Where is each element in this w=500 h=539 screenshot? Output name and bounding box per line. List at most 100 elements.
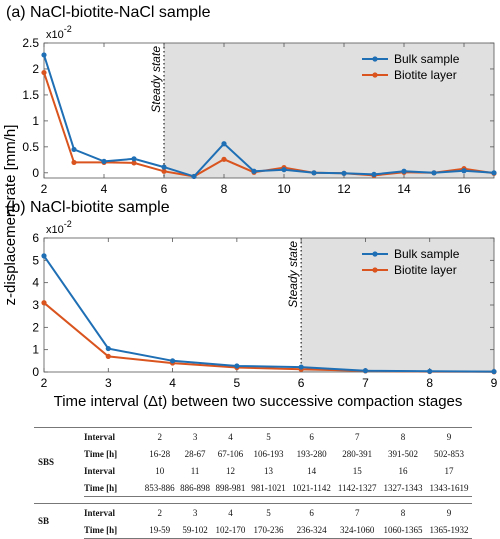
table-row: SB Interval 2 3 4 5 6 7 8 9 [34,503,472,539]
interval-cell: 7 [334,503,380,521]
data-point-bulk-sample [298,364,304,370]
x-tick-label: 16 [457,182,471,196]
data-point-bulk-sample [191,173,197,180]
time-cell: 16-28 [149,448,171,459]
data-point-biotite-layer [41,69,47,76]
table-spacer [34,497,472,504]
data-point-bulk-sample [234,363,240,369]
series-line-bulk-sample [43,54,495,178]
data-point-bulk-sample [281,167,287,173]
data-point-bulk-sample [491,368,497,375]
y-tick-label: 2 [32,320,39,334]
axis-multiplier: x10-2 [46,24,72,41]
interval-cell: 6 [288,427,335,445]
interval-cell: 13 [263,465,273,476]
x-tick-label: 3 [105,376,112,390]
time-cell: 280-391 [342,448,373,459]
axis-multiplier: x10-2 [46,219,72,236]
steady-state-region [164,43,494,178]
interval-cell: 3 [177,427,213,445]
x-tick-label: 4 [169,376,176,390]
steady-state-region [301,238,494,372]
table-row: SBS Interval 2 3 4 5 6 7 8 9 [34,427,472,497]
interval-cell: 8 [379,503,426,521]
data-point-bulk-sample [461,168,467,174]
data-point-bulk-sample [169,358,176,364]
y-tick-label: 0 [32,166,39,180]
interval-cell: 9 [425,503,472,521]
data-point-bulk-sample [371,171,377,177]
y-tick-label: 4 [32,276,39,290]
y-tick-label: 0.5 [22,140,39,154]
y-axis-label: z-displacement rate [mm/h] [2,125,19,306]
row-label: Interval [84,503,142,521]
interval-cell: 15 [352,465,362,476]
x-tick-label: 2 [41,376,48,390]
data-point-bulk-sample [101,158,107,164]
x-tick-label: 5 [234,376,241,390]
data-point-bulk-sample [427,368,433,374]
data-point-biotite-layer [131,160,137,166]
interval-cell: 11 [190,465,200,476]
x-tick-label: 14 [397,182,411,196]
data-point-biotite-layer [71,159,77,166]
data-point-biotite-layer [105,353,111,359]
time-cell: 193-280 [296,448,327,459]
y-tick-label: 5 [32,253,39,267]
legend-label: Biotite layer [394,263,457,277]
x-tick-label: 8 [426,376,433,390]
interval-cell: 6 [288,503,335,521]
steady-state-label: Steady state [149,46,163,113]
interval-cell: 8 [379,427,426,445]
figure-chart: z-displacement rate [mm/h] Time interval… [2,4,498,410]
time-cell: 28-67 [184,448,206,459]
legend-marker [372,56,378,62]
data-point-bulk-sample [221,141,227,147]
interval-cell: 2 [142,503,178,521]
legend-label: Biotite layer [394,68,457,82]
legend-marker [372,251,378,257]
data-point-bulk-sample [401,168,407,174]
data-point-biotite-layer [161,168,167,174]
data-point-bulk-sample [311,170,317,176]
data-point-bulk-sample [251,168,257,174]
x-tick-label: 9 [491,376,498,390]
x-tick-label: 12 [337,182,351,196]
time-cell: 102-170 [212,521,249,539]
group-label: SBS [34,427,84,497]
data-point-bulk-sample [341,170,347,176]
y-tick-label: 6 [32,231,39,245]
interval-cell: 7 [334,427,380,445]
interval-cell: 14 [307,465,317,476]
y-tick-label: 0 [32,365,39,379]
interval-cell: 5 [248,427,289,445]
row-label: Time [h] [84,448,118,459]
y-tick-label: 2.5 [22,36,39,50]
panel-a: (a) NaCl-biotite-NaCl sample x10-2 Steady … [6,4,497,196]
table-row: Time [h] 853-886 886-898 898-981 981-1021 102… [34,479,472,497]
time-cell: 67-106 [217,448,244,459]
time-cell: 1060-1365 [379,521,426,539]
table-row: Interval 10 11 12 13 14 15 16 17 [34,462,472,479]
time-cell: 1365-1932 [425,521,472,539]
time-cell: 1343-1619 [425,479,472,497]
interval-cell: 2 [142,427,178,445]
time-cell: 19-59 [142,521,178,539]
time-cell: 59-102 [177,521,213,539]
interval-cell: 16 [398,465,408,476]
interval-cell: 17 [444,465,454,476]
data-point-bulk-sample [105,345,111,352]
y-tick-label: 1 [32,343,39,357]
legend-label: Bulk sample [394,247,460,261]
time-cell: 106-193 [253,448,284,459]
y-tick-label: 1.5 [22,88,39,102]
row-label: Time [h] [84,479,142,497]
time-cell: 1327-1343 [379,479,426,497]
time-cell: 981-1021 [248,479,289,497]
time-cell: 898-981 [212,479,249,497]
data-point-bulk-sample [491,170,497,176]
interval-cell: 3 [177,503,213,521]
x-tick-label: 7 [362,376,369,390]
row-label: Interval [84,427,142,445]
row-label: Time [h] [84,521,142,539]
